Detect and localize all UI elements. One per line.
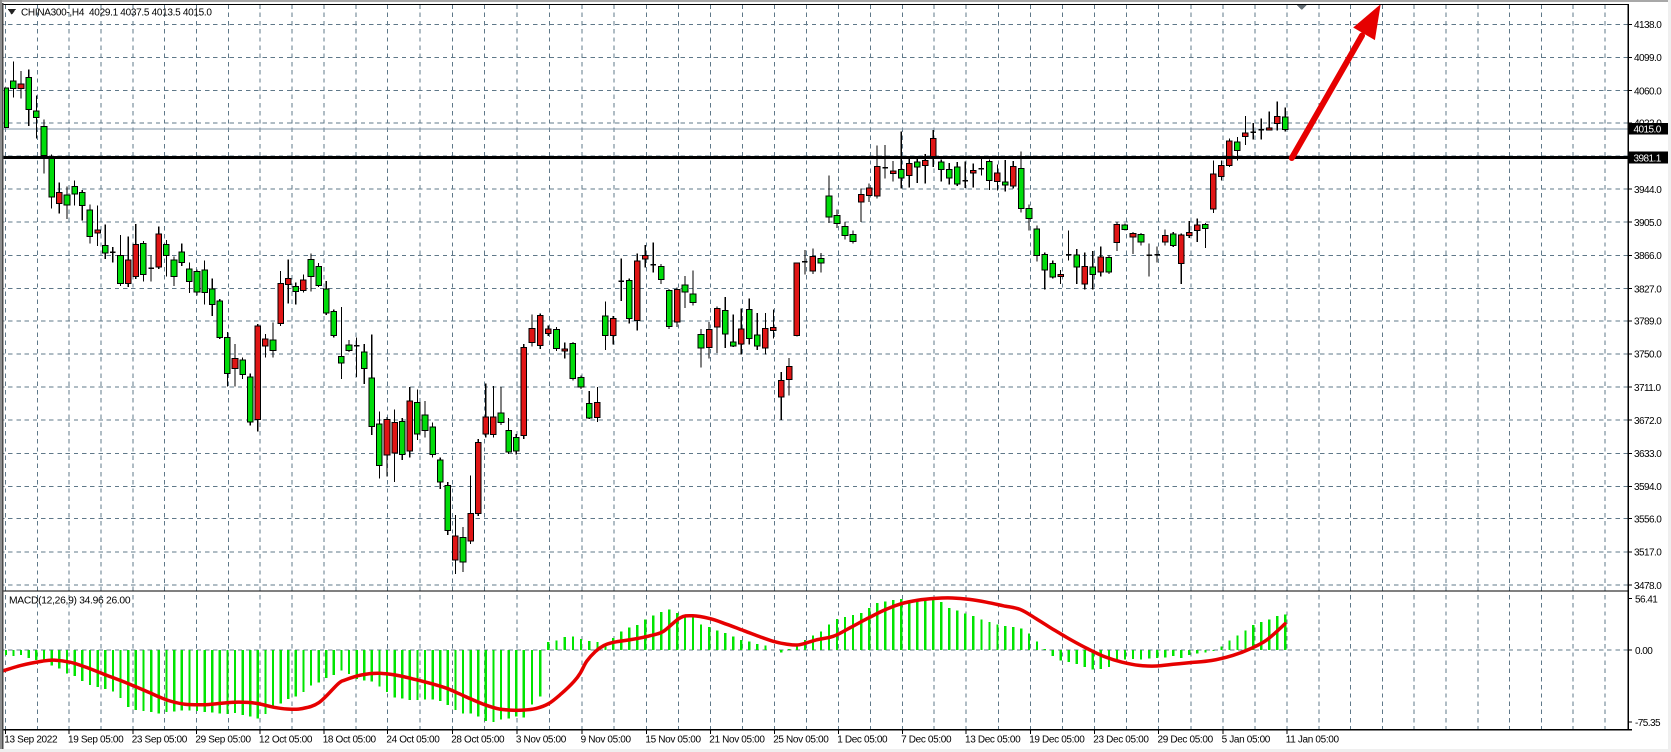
svg-text:13 Sep 2022: 13 Sep 2022	[4, 735, 58, 746]
svg-text:1 Dec 05:00: 1 Dec 05:00	[837, 735, 888, 746]
svg-text:12 Oct 05:00: 12 Oct 05:00	[259, 735, 313, 746]
svg-text:3905.0: 3905.0	[1634, 218, 1662, 229]
svg-text:3750.0: 3750.0	[1634, 350, 1662, 361]
svg-text:3672.0: 3672.0	[1634, 416, 1662, 427]
svg-text:3594.0: 3594.0	[1634, 482, 1662, 493]
svg-text:3789.0: 3789.0	[1634, 317, 1662, 328]
svg-text:13 Dec 05:00: 13 Dec 05:00	[965, 735, 1021, 746]
svg-text:18 Oct 05:00: 18 Oct 05:00	[323, 735, 377, 746]
svg-text:-75.35: -75.35	[1635, 718, 1661, 729]
svg-text:4138.0: 4138.0	[1634, 20, 1662, 31]
svg-text:19 Dec 05:00: 19 Dec 05:00	[1029, 735, 1085, 746]
svg-text:3478.0: 3478.0	[1634, 581, 1662, 592]
svg-text:3 Nov 05:00: 3 Nov 05:00	[516, 735, 567, 746]
svg-text:5 Jan 05:00: 5 Jan 05:00	[1222, 735, 1271, 746]
svg-text:3827.0: 3827.0	[1634, 284, 1662, 295]
svg-text:0.00: 0.00	[1635, 646, 1653, 657]
svg-text:MACD(12,26,9) 34.96 26.00: MACD(12,26,9) 34.96 26.00	[9, 596, 131, 607]
svg-text:7 Dec 05:00: 7 Dec 05:00	[901, 735, 952, 746]
svg-text:23 Sep 05:00: 23 Sep 05:00	[132, 735, 188, 746]
svg-text:29 Dec 05:00: 29 Dec 05:00	[1158, 735, 1214, 746]
svg-text:3556.0: 3556.0	[1634, 515, 1662, 526]
svg-text:3517.0: 3517.0	[1634, 548, 1662, 559]
svg-text:25 Nov 05:00: 25 Nov 05:00	[773, 735, 829, 746]
svg-text:23 Dec 05:00: 23 Dec 05:00	[1093, 735, 1149, 746]
svg-text:3633.0: 3633.0	[1634, 449, 1662, 460]
svg-text:4099.0: 4099.0	[1634, 53, 1662, 64]
svg-text:15 Nov 05:00: 15 Nov 05:00	[645, 735, 701, 746]
svg-text:28 Oct 05:00: 28 Oct 05:00	[451, 735, 505, 746]
svg-text:4015.0: 4015.0	[1634, 125, 1662, 136]
svg-text:19 Sep 05:00: 19 Sep 05:00	[68, 735, 124, 746]
svg-text:3944.0: 3944.0	[1634, 185, 1662, 196]
svg-text:3866.0: 3866.0	[1634, 251, 1662, 262]
svg-text:21 Nov 05:00: 21 Nov 05:00	[709, 735, 765, 746]
svg-text:3981.1: 3981.1	[1634, 153, 1662, 164]
svg-text:CHINA300-,H4 4029.1 4037.5 40: CHINA300-,H4 4029.1 4037.5 4013.5 4015.0	[21, 8, 212, 19]
svg-text:11 Jan 05:00: 11 Jan 05:00	[1286, 735, 1340, 746]
svg-text:4060.0: 4060.0	[1634, 86, 1662, 97]
svg-text:3711.0: 3711.0	[1634, 383, 1662, 394]
svg-text:29 Sep 05:00: 29 Sep 05:00	[195, 735, 251, 746]
svg-text:24 Oct 05:00: 24 Oct 05:00	[386, 735, 440, 746]
svg-text:9 Nov 05:00: 9 Nov 05:00	[581, 735, 632, 746]
svg-text:56.41: 56.41	[1635, 594, 1658, 605]
